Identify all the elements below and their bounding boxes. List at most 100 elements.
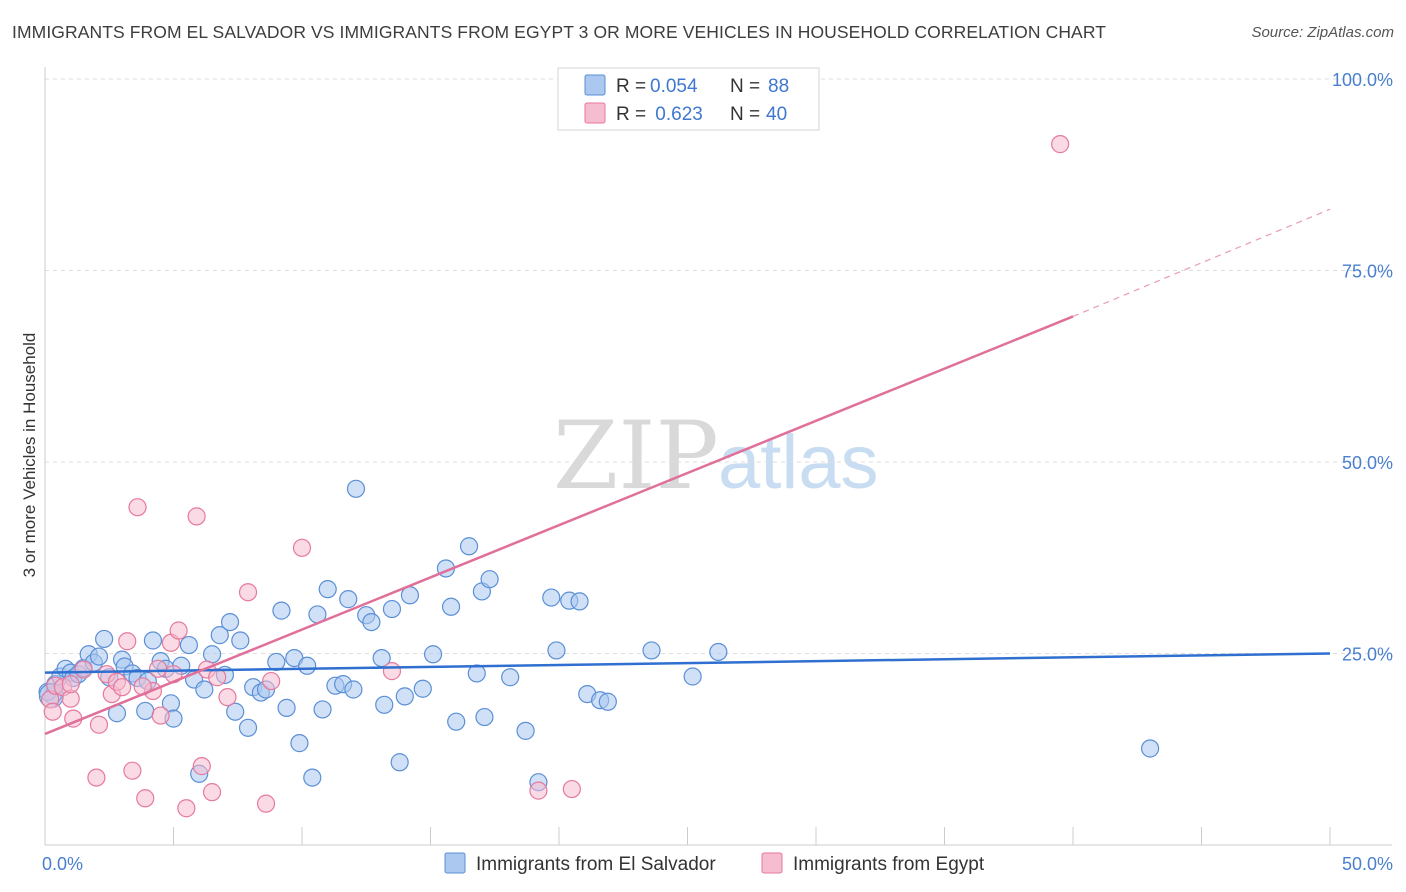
egypt-trend-line xyxy=(44,315,1074,736)
el-salvador-point xyxy=(362,612,381,632)
egypt-point xyxy=(112,678,132,697)
el-salvador-point xyxy=(447,712,466,731)
legend-n-value-1: 88 xyxy=(768,76,789,97)
egypt-point xyxy=(148,659,168,678)
egypt-point xyxy=(118,632,137,651)
el-salvador-trend-line xyxy=(44,652,1331,674)
trend-lines xyxy=(44,208,1331,736)
egypt-trend-extension xyxy=(1072,208,1331,318)
el-salvador-point xyxy=(298,656,317,675)
egypt-point xyxy=(128,498,147,517)
el-salvador-point xyxy=(202,645,222,664)
egypt-point xyxy=(202,783,222,802)
el-salvador-point xyxy=(382,599,402,619)
egypt-point xyxy=(562,779,581,799)
bottom-legend-label-egypt: Immigrants from Egypt xyxy=(793,854,985,875)
egypt-point xyxy=(208,668,227,687)
egypt-point xyxy=(1051,135,1070,154)
y-tick-label: 75.0% xyxy=(1342,262,1393,282)
legend-n-label-1: N = xyxy=(730,76,760,97)
el-salvador-point xyxy=(318,580,337,599)
el-salvador-point xyxy=(413,679,432,698)
el-salvador-point xyxy=(303,768,322,787)
el-salvador-point xyxy=(143,631,163,650)
el-salvador-point xyxy=(709,642,728,662)
egypt-point xyxy=(256,794,276,813)
grid-lines xyxy=(45,78,1392,654)
el-salvador-point xyxy=(480,570,499,589)
bottom-legend-swatch-el-salvador xyxy=(444,852,466,874)
watermark: ZIP atlas xyxy=(553,402,879,511)
el-salvador-point xyxy=(459,537,479,556)
chart-title: IMMIGRANTS FROM EL SALVADOR VS IMMIGRANT… xyxy=(12,22,1107,42)
y-tick-label: 100.0% xyxy=(1332,70,1393,90)
egypt-point xyxy=(151,706,170,725)
el-salvador-point xyxy=(313,700,332,719)
el-salvador-point xyxy=(339,590,358,609)
y-axis-label: 3 or more Vehicles in Household xyxy=(20,333,39,578)
el-salvador-points xyxy=(38,479,1160,792)
correlation-legend: R = 0.054 N = 88 R = 0.623 N = 40 xyxy=(557,67,820,131)
el-salvador-point xyxy=(238,718,258,737)
el-salvador-point xyxy=(179,635,199,655)
el-salvador-point xyxy=(390,753,409,772)
egypt-point xyxy=(123,761,142,780)
el-salvador-point xyxy=(395,687,414,706)
el-salvador-point xyxy=(89,647,109,666)
egypt-point xyxy=(61,675,80,694)
el-salvador-point xyxy=(95,629,114,649)
legend-n-label-2: N = xyxy=(730,104,760,125)
legend-r-label-2: R = xyxy=(616,104,646,125)
egypt-point xyxy=(169,621,188,640)
el-salvador-point xyxy=(344,680,363,699)
el-salvador-point xyxy=(272,601,291,620)
el-salvador-point xyxy=(1140,739,1160,758)
bottom-legend-swatch-egypt xyxy=(761,852,783,874)
el-salvador-point xyxy=(231,631,250,650)
x-tick-label-min: 0.0% xyxy=(42,854,83,874)
x-tick-labels: 0.0% 50.0% xyxy=(42,854,1393,874)
el-salvador-point xyxy=(547,641,566,660)
egypt-point xyxy=(382,662,402,681)
legend-swatch-el-salvador xyxy=(584,74,606,96)
egypt-point xyxy=(187,507,206,526)
y-tick-labels: 25.0% 50.0% 75.0% 100.0% xyxy=(1332,70,1393,665)
el-salvador-point xyxy=(570,592,589,611)
egypt-point xyxy=(529,781,548,800)
legend-r-label-1: R = xyxy=(616,76,646,97)
el-salvador-point xyxy=(290,734,309,753)
source-credit: Source: ZipAtlas.com xyxy=(1251,24,1394,41)
egypt-point xyxy=(177,799,196,818)
el-salvador-point xyxy=(346,479,366,498)
bottom-legend-label-el-salvador: Immigrants from El Salvador xyxy=(476,854,716,875)
egypt-point xyxy=(292,538,312,557)
x-tick-label-max: 50.0% xyxy=(1342,854,1393,874)
legend-swatch-egypt xyxy=(584,102,606,124)
egypt-point xyxy=(192,757,211,776)
egypt-point xyxy=(43,702,62,721)
el-salvador-point xyxy=(220,612,240,632)
el-salvador-point xyxy=(501,668,520,687)
el-salvador-point xyxy=(683,667,702,686)
egypt-point xyxy=(89,715,109,734)
legend-n-value-2: 40 xyxy=(766,104,787,125)
series-legend: Immigrants from El Salvador Immigrants f… xyxy=(444,852,985,875)
el-salvador-point xyxy=(467,664,486,683)
el-salvador-point xyxy=(375,695,394,714)
egypt-point xyxy=(74,660,93,679)
el-salvador-point xyxy=(542,588,561,607)
egypt-point xyxy=(262,671,281,691)
egypt-point xyxy=(136,789,155,808)
el-salvador-point xyxy=(210,626,229,645)
egypt-point xyxy=(238,583,258,602)
y-tick-label: 50.0% xyxy=(1342,453,1393,473)
el-salvador-point xyxy=(441,597,461,616)
egypt-point xyxy=(87,768,106,787)
el-salvador-point xyxy=(516,721,535,740)
el-salvador-point xyxy=(475,707,494,727)
y-tick-label: 25.0% xyxy=(1342,645,1393,665)
el-salvador-point xyxy=(277,698,296,717)
legend-r-value-2: 0.623 xyxy=(650,104,703,125)
el-salvador-point xyxy=(423,645,443,664)
